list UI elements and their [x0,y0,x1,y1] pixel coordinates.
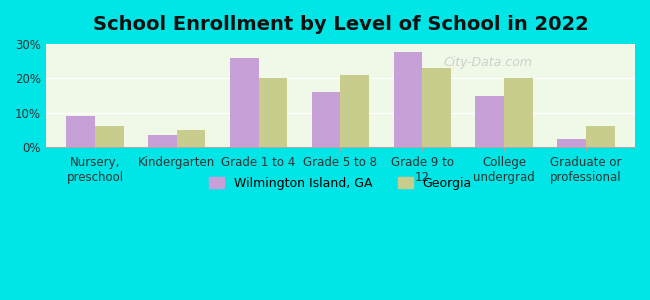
Bar [259,78,287,147]
Bar [422,68,451,147]
Bar [177,130,205,147]
Bar [504,78,533,147]
Bar [475,95,504,147]
Bar [148,135,177,147]
Bar [95,127,124,147]
Bar [394,52,422,147]
Bar [66,116,95,147]
Bar [312,92,341,147]
Bar [341,75,369,147]
Bar [557,139,586,147]
Bar [586,127,614,147]
Bar [230,58,259,147]
Legend: Wilmington Island, GA, Georgia: Wilmington Island, GA, Georgia [204,172,477,195]
Title: School Enrollment by Level of School in 2022: School Enrollment by Level of School in … [92,15,588,34]
Text: City-Data.com: City-Data.com [443,56,532,69]
